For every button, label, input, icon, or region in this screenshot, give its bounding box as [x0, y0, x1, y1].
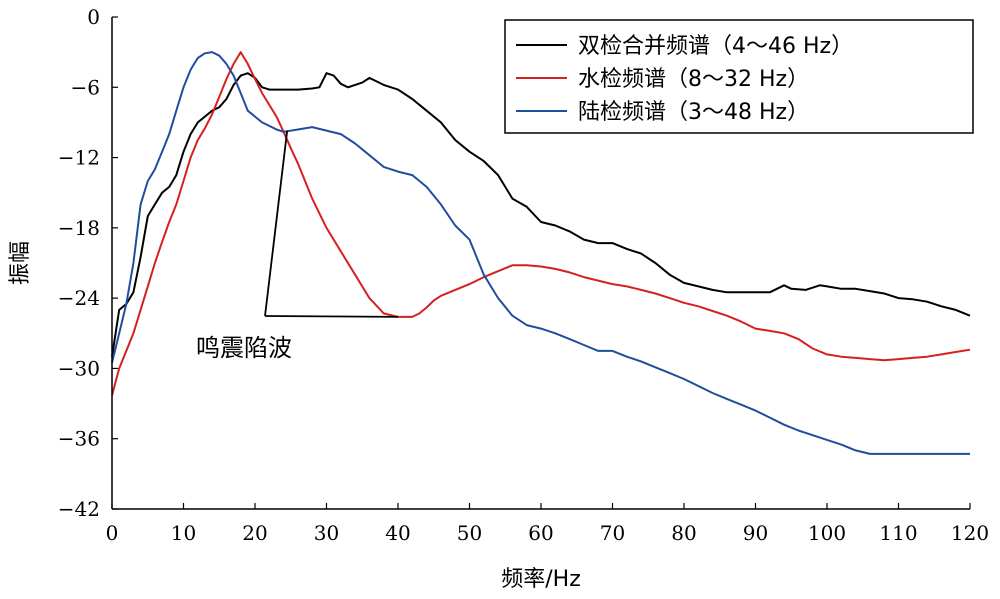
x-tick-label-0: 0 — [106, 521, 119, 545]
x-tick-label-5: 50 — [457, 521, 482, 545]
y-tick-label-7: −42 — [58, 497, 100, 521]
y-tick-label-1: −6 — [71, 75, 100, 99]
x-tick-label-8: 80 — [671, 521, 696, 545]
x-tick-label-10: 100 — [808, 521, 846, 545]
legend-box — [504, 19, 974, 134]
x-tick-label-7: 70 — [600, 521, 625, 545]
x-tick-label-1: 10 — [171, 521, 196, 545]
annotation-label: 鸣震陷波 — [196, 334, 292, 362]
annotation-layer: 鸣震陷波 — [196, 130, 399, 362]
x-tick-label-6: 60 — [528, 521, 553, 545]
y-tick-label-4: −24 — [58, 286, 100, 310]
series-line-0 — [111, 72, 971, 357]
y-tick-label-2: −12 — [58, 146, 100, 170]
legend-label-2: 陆检频谱（3～48 Hz） — [578, 100, 809, 125]
y-tick-label-6: −36 — [58, 427, 100, 451]
y-tick-label-5: −30 — [58, 356, 100, 380]
series-line-2 — [111, 51, 970, 455]
legend-label-0: 双检合并频谱（4～46 Hz） — [578, 34, 853, 59]
x-tick-label-11: 110 — [879, 521, 917, 545]
x-tick-label-12: 120 — [951, 521, 989, 545]
annotation-pointer-1 — [264, 130, 289, 317]
y-tick-label-3: −18 — [58, 216, 100, 240]
series-layer — [111, 51, 971, 455]
x-tick-label-4: 40 — [385, 521, 410, 545]
legend-label-1: 水检频谱（8～32 Hz） — [578, 67, 809, 92]
axes-layer: 0 10 20 30 40 50 60 70 80 90 100 110 120 0 −6 −12 −18 −24… — [8, 5, 989, 592]
series-line-1 — [111, 51, 971, 396]
x-axis-title: 频率/Hz — [501, 567, 581, 592]
x-tick-label-3: 30 — [314, 521, 339, 545]
y-axis-title: 振幅 — [8, 241, 33, 285]
legend-layer: 双检合并频谱（4～46 Hz） 水检频谱（8～32 Hz） 陆检频谱（3～48 Hz… — [504, 19, 974, 134]
annotation-pointer-2 — [264, 315, 399, 318]
x-tick-label-2: 20 — [242, 521, 267, 545]
y-tick-label-0: 0 — [87, 5, 100, 29]
x-tick-label-9: 90 — [743, 521, 768, 545]
